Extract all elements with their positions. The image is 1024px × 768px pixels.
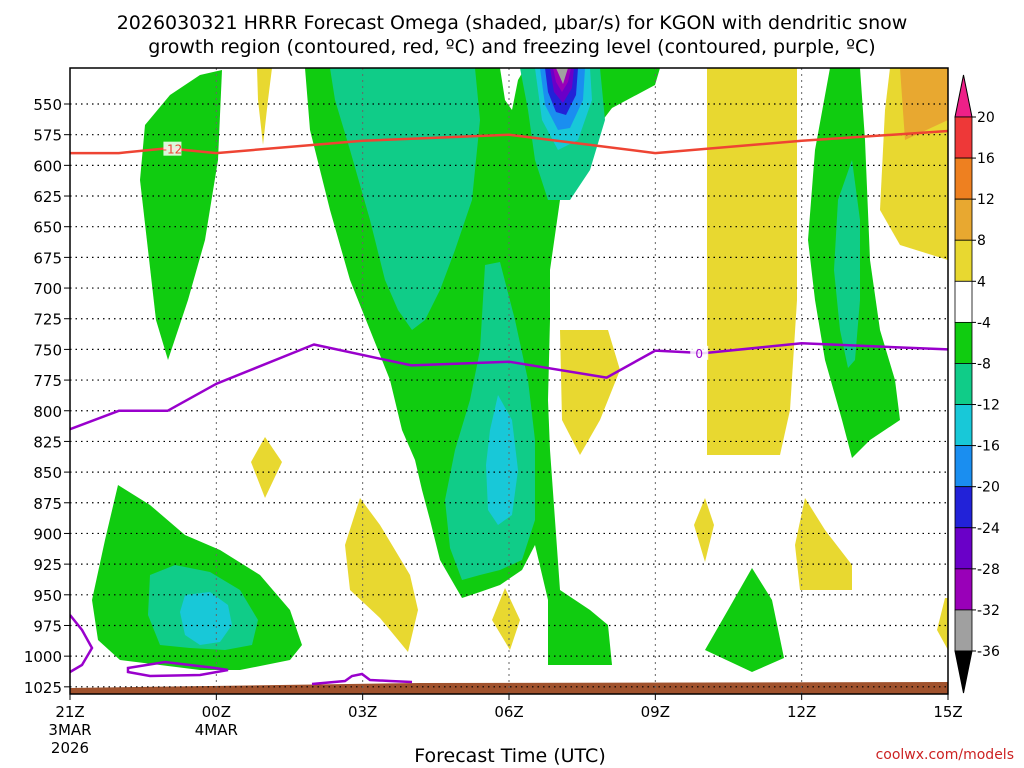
y-tick-label: 1025 bbox=[24, 679, 62, 697]
colorbar-box bbox=[954, 445, 973, 488]
y-tick-label: 675 bbox=[33, 249, 62, 267]
contours: -12 0 bbox=[70, 129, 948, 431]
watermark: coolwx.com/models bbox=[876, 747, 1014, 763]
freezing-level-contour bbox=[311, 672, 413, 686]
freezing-level-contour bbox=[70, 614, 94, 674]
x-tick-label: 12Z bbox=[787, 703, 816, 721]
colorbar-label: -32 bbox=[977, 603, 1000, 619]
freezing-surface-contours bbox=[70, 614, 413, 686]
omega-negative-area bbox=[705, 568, 784, 672]
omega-positive-area bbox=[492, 588, 520, 650]
colorbar-label: 16 bbox=[977, 151, 995, 167]
colorbar-box bbox=[954, 527, 973, 570]
y-tick-label: 925 bbox=[33, 556, 62, 574]
omega-shading bbox=[70, 68, 948, 694]
x-tick-date: 4MAR bbox=[195, 721, 238, 739]
colorbar-label: -16 bbox=[977, 439, 1000, 455]
omega-negative-area bbox=[486, 395, 518, 525]
colorbar-label: 8 bbox=[977, 233, 986, 249]
colorbar-bottom-arrow bbox=[954, 650, 973, 694]
omega-negative-area bbox=[140, 70, 222, 360]
colorbar-box bbox=[954, 404, 973, 447]
y-tick-label: 950 bbox=[33, 587, 62, 605]
colorbar-box bbox=[954, 157, 973, 200]
x-axis-title: Forecast Time (UTC) bbox=[414, 745, 605, 767]
colorbar-label: 20 bbox=[977, 110, 995, 126]
omega-positive-area bbox=[345, 498, 418, 652]
colorbar-label: -28 bbox=[977, 562, 1000, 578]
y-tick-label: 550 bbox=[33, 96, 62, 114]
y-tick-label: 825 bbox=[33, 433, 62, 451]
colorbar-box bbox=[954, 363, 973, 405]
colorbar-label: -24 bbox=[977, 521, 1000, 537]
y-tick-label: 750 bbox=[33, 341, 62, 359]
omega-positive-area bbox=[795, 498, 852, 590]
x-tick-label: 21Z bbox=[55, 703, 84, 721]
x-tick-label: 15Z bbox=[933, 703, 962, 721]
colorbar-label: 12 bbox=[977, 192, 995, 208]
colorbar-box bbox=[954, 198, 973, 241]
y-tick-label: 850 bbox=[33, 464, 62, 482]
grid bbox=[70, 68, 948, 694]
colorbar-box bbox=[954, 321, 973, 364]
omega-positive-area bbox=[694, 498, 714, 562]
freezing-level-contour-label-bg bbox=[690, 345, 709, 360]
colorbar-box bbox=[954, 609, 973, 652]
colorbar-box bbox=[954, 280, 973, 323]
x-tick-label: 06Z bbox=[494, 703, 523, 721]
dgz-contour bbox=[70, 129, 948, 155]
y-tick-label: 650 bbox=[33, 219, 62, 237]
x-tick-year: 2026 bbox=[51, 739, 89, 757]
colorbar-label: -8 bbox=[977, 356, 991, 372]
y-axis: 550 575 600 625 650 675 700 725 750 775 800 825 850 8… bbox=[24, 96, 70, 697]
dgz-contour-label: -12 bbox=[163, 143, 183, 157]
freezing-level-contour bbox=[70, 342, 948, 431]
colorbar-label: -36 bbox=[977, 644, 1000, 660]
colorbar-label: -4 bbox=[977, 315, 991, 331]
chart-title-line-2: growth region (contoured, red, ºC) and f… bbox=[148, 36, 875, 58]
omega-negative-area bbox=[834, 160, 860, 368]
y-tick-label: 875 bbox=[33, 495, 62, 513]
x-tick-label: 03Z bbox=[348, 703, 377, 721]
y-tick-label: 900 bbox=[33, 525, 62, 543]
dgz-contour-label-bg bbox=[163, 141, 182, 156]
y-tick-label: 775 bbox=[33, 372, 62, 390]
freezing-level-contour-label: 0 bbox=[695, 347, 703, 361]
omega-positive-area bbox=[257, 68, 272, 145]
y-tick-label: 1000 bbox=[24, 648, 62, 666]
chart-title-line-1: 2026030321 HRRR Forecast Omega (shaded, … bbox=[117, 12, 908, 34]
y-tick-label: 800 bbox=[33, 403, 62, 421]
freezing-level-contour bbox=[126, 660, 229, 678]
colorbar-box bbox=[954, 486, 973, 529]
colorbar-box bbox=[954, 239, 973, 282]
y-tick-label: 600 bbox=[33, 157, 62, 175]
omega-negative-area bbox=[330, 68, 480, 330]
omega-positive-area bbox=[707, 68, 797, 455]
omega-positive-area bbox=[937, 598, 948, 650]
colorbar-label: -12 bbox=[977, 398, 1000, 414]
y-tick-label: 625 bbox=[33, 188, 62, 206]
colorbar-top-arrow bbox=[954, 74, 973, 118]
colorbar: 20 16 12 8 4 -4 -8 -12 -16 -20 -24 -28 -32 -36 bbox=[954, 74, 1000, 694]
colorbar-label: 4 bbox=[977, 274, 986, 290]
y-tick-label: 575 bbox=[33, 127, 62, 145]
x-tick-label: 00Z bbox=[202, 703, 231, 721]
omega-negative-area bbox=[556, 68, 568, 84]
omega-positive-area bbox=[560, 330, 620, 455]
x-tick-date: 3MAR bbox=[48, 721, 91, 739]
y-tick-label: 975 bbox=[33, 617, 62, 635]
x-tick-label: 09Z bbox=[641, 703, 670, 721]
colorbar-label: -20 bbox=[977, 480, 1000, 496]
omega-negative-area bbox=[180, 592, 232, 645]
y-tick-label: 725 bbox=[33, 311, 62, 329]
y-tick-label: 700 bbox=[33, 280, 62, 298]
colorbar-box bbox=[954, 568, 973, 611]
colorbar-box bbox=[954, 116, 973, 159]
omega-positive-area bbox=[251, 437, 282, 498]
